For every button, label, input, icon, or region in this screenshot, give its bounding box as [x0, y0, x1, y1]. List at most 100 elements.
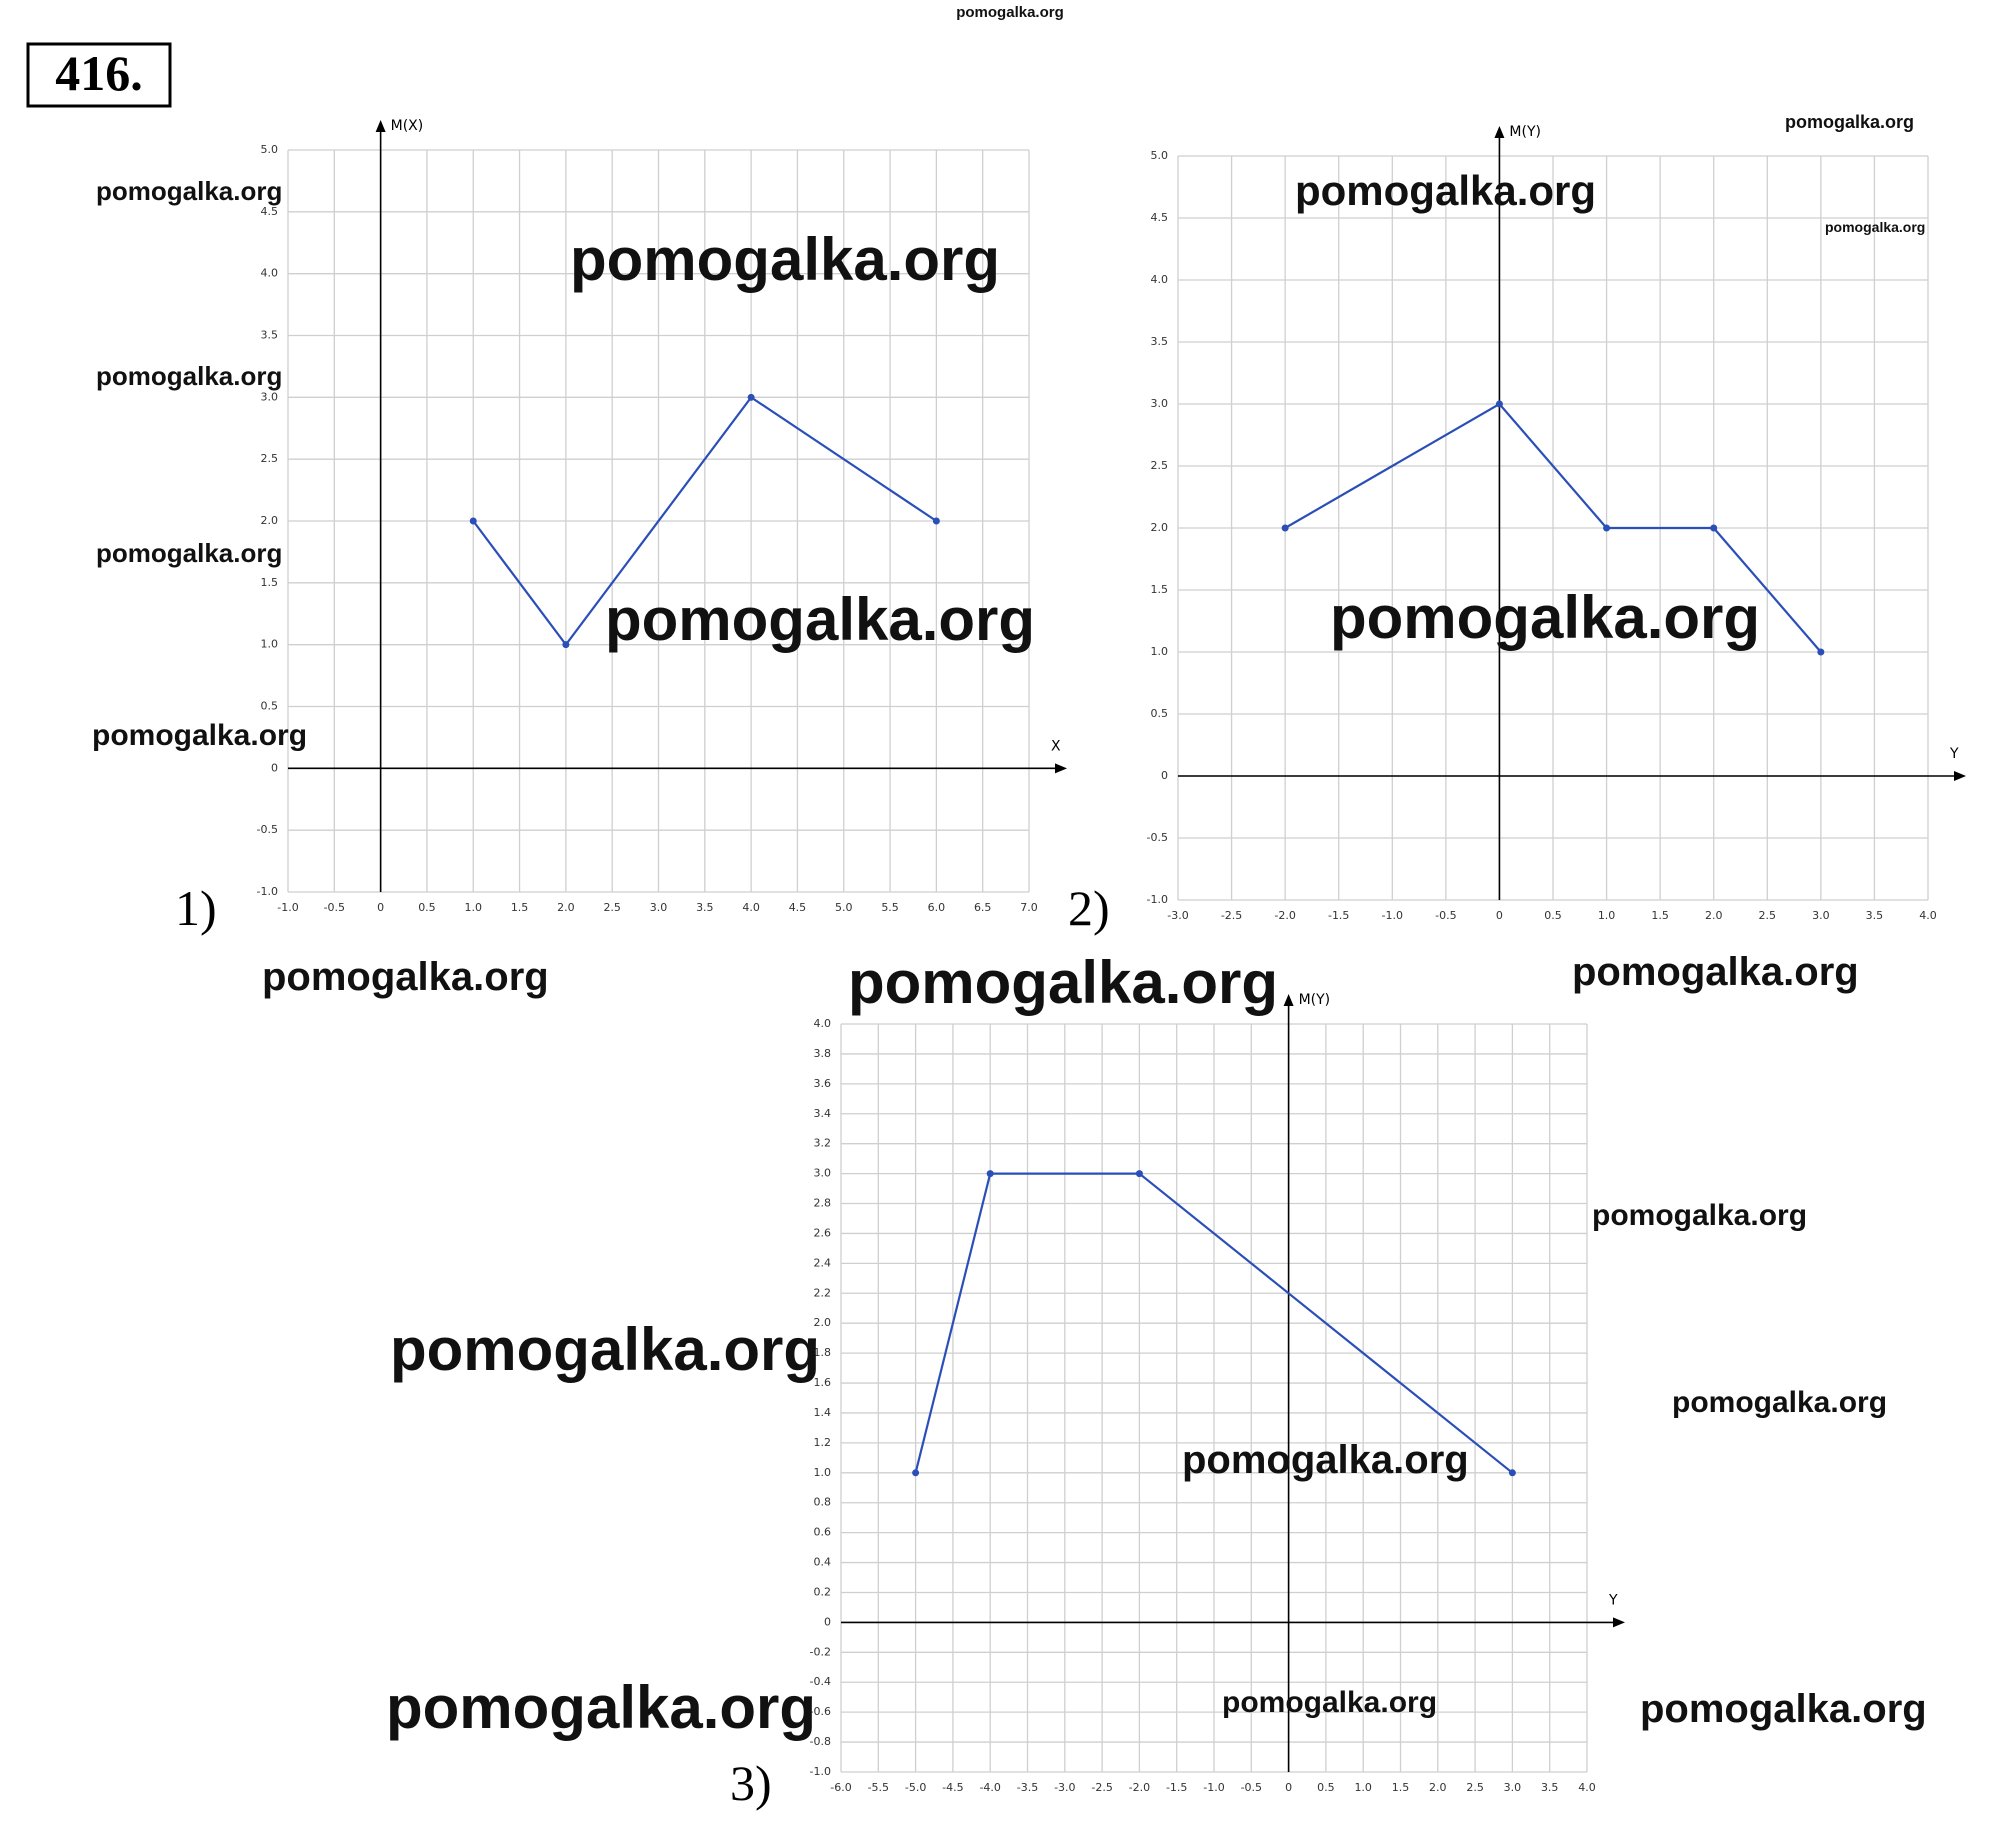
- watermark: pomogalka.org: [1785, 112, 1914, 132]
- chart: -1.0 -0.5 0 0.5 1.0 1.5 2.0 2.5 3.0 3.5 4.0 4.5 5.0 5…: [175, 118, 1067, 936]
- x-tick-label: 0.5: [1317, 1781, 1335, 1794]
- y-tick-label: 2.4: [814, 1256, 832, 1269]
- point: [912, 1469, 920, 1477]
- y-axis-label: M(X): [391, 118, 424, 134]
- y-tick-label: 3.0: [261, 390, 279, 403]
- y-tick-label: 0: [1161, 769, 1168, 782]
- x-tick-label: -3.5: [1017, 1781, 1038, 1794]
- x-tick-label: -1.0: [277, 901, 298, 914]
- watermark: pomogalka.org: [92, 719, 307, 752]
- x-tick-label: -1.5: [1166, 1781, 1187, 1794]
- x-tick-label: 2.0: [1705, 909, 1723, 922]
- x-tick-label: 5.0: [835, 901, 853, 914]
- watermark: pomogalka.org: [1182, 1438, 1469, 1482]
- watermarks: pomogalka.org pomogalka.org pomogalka.org p…: [92, 4, 1927, 1741]
- y-axis-label: M(Y): [1299, 992, 1331, 1008]
- y-tick-label: 3.2: [814, 1137, 832, 1150]
- y-tick-label: 1.0: [814, 1466, 832, 1479]
- x-tick-label: -2.0: [1129, 1781, 1150, 1794]
- y-tick-label: 0.4: [814, 1556, 832, 1569]
- y-tick-label: 0: [271, 761, 278, 774]
- x-tick-label: 1.0: [1598, 909, 1616, 922]
- y-tick-label: 2.0: [814, 1316, 832, 1329]
- watermark: pomogalka.org: [1825, 219, 1925, 235]
- chart-label: 1): [175, 880, 217, 936]
- watermark: pomogalka.org: [1592, 1199, 1807, 1232]
- y-tick-label: -0.5: [257, 823, 278, 836]
- watermark: pomogalka.org: [386, 1674, 816, 1741]
- x-tick-label: 3.0: [1812, 909, 1830, 922]
- y-tick-label: -0.4: [810, 1675, 831, 1688]
- watermark: pomogalka.org: [1640, 1687, 1927, 1731]
- x-tick-label: 1.0: [1354, 1781, 1372, 1794]
- x-tick-label: 2.0: [1429, 1781, 1447, 1794]
- x-arrow: [1954, 771, 1966, 781]
- x-tick-label: 3.5: [696, 901, 714, 914]
- y-tick-label: 0.5: [261, 700, 279, 713]
- chart-label: 3): [730, 1755, 772, 1811]
- y-tick-label: 1.2: [814, 1436, 832, 1449]
- y-tick-label: 1.0: [1151, 645, 1169, 658]
- watermark: pomogalka.org: [1222, 1686, 1437, 1719]
- point: [1135, 1170, 1143, 1178]
- watermark: pomogalka.org: [96, 361, 282, 391]
- y-arrow: [1283, 994, 1294, 1006]
- y-tick-label: 4.5: [1151, 211, 1169, 224]
- x-tick-label: -6.0: [830, 1781, 851, 1794]
- y-tick-label: 5.0: [261, 143, 279, 156]
- number-box: [26, 42, 172, 108]
- y-tick-label: 1.0: [261, 638, 279, 651]
- point: [1817, 648, 1825, 656]
- y-tick-label: 2.2: [814, 1286, 832, 1299]
- x-tick-label: 1.5: [1392, 1781, 1410, 1794]
- y-tick-label: -0.8: [810, 1735, 831, 1748]
- x-tick-label: 0: [1285, 1781, 1292, 1794]
- y-tick-label: 1.5: [1151, 583, 1169, 596]
- x-tick-label: -4.0: [979, 1781, 1000, 1794]
- x-tick-label: 1.5: [511, 901, 529, 914]
- point: [1495, 400, 1503, 408]
- x-tick-label: 3.0: [650, 901, 668, 914]
- x-tick-label: 0: [377, 901, 384, 914]
- y-tick-label: 3.5: [261, 329, 279, 342]
- x-tick-label: -4.5: [942, 1781, 963, 1794]
- y-tick-label: -0.2: [810, 1645, 831, 1658]
- y-tick-label: 2.5: [1151, 459, 1169, 472]
- point: [469, 517, 477, 525]
- watermark: pomogalka.org: [848, 949, 1278, 1016]
- y-tick-label: 0.5: [1151, 707, 1169, 720]
- y-tick-label: 0.8: [814, 1496, 832, 1509]
- x-tick-label: -3.0: [1054, 1781, 1075, 1794]
- y-tick-label: -1.0: [1147, 893, 1168, 906]
- y-tick-label: -0.6: [810, 1705, 831, 1718]
- watermark: pomogalka.org: [1572, 950, 1859, 994]
- x-tick-label: 3.5: [1541, 1781, 1559, 1794]
- watermark: pomogalka.org: [605, 586, 1035, 653]
- x-tick-label: 3.0: [1504, 1781, 1522, 1794]
- y-tick-label: 1.8: [814, 1346, 832, 1359]
- watermark: pomogalka.org: [96, 176, 282, 206]
- x-tick-label: 0.5: [1544, 909, 1562, 922]
- y-tick-label: 2.0: [261, 514, 279, 527]
- point: [1281, 524, 1289, 532]
- x-tick-label: 5.5: [881, 901, 899, 914]
- watermark: pomogalka.org: [96, 538, 282, 568]
- y-tick-label: 2.0: [1151, 521, 1169, 534]
- y-tick-label: 2.6: [814, 1226, 832, 1239]
- watermark: pomogalka.org: [1295, 167, 1596, 214]
- x-tick-label: -2.5: [1221, 909, 1242, 922]
- x-tick-label: 0.5: [418, 901, 436, 914]
- x-tick-label: 0: [1496, 909, 1503, 922]
- y-tick-label: 0.2: [814, 1585, 832, 1598]
- y-tick-label: -0.5: [1147, 831, 1168, 844]
- point: [747, 393, 755, 401]
- y-tick-label: 2.5: [261, 452, 279, 465]
- x-tick-label: -0.5: [1435, 909, 1456, 922]
- x-tick-label: -2.0: [1274, 909, 1295, 922]
- watermark: pomogalka.org: [262, 955, 549, 999]
- y-tick-label: 3.8: [814, 1047, 832, 1060]
- x-tick-label: 3.5: [1866, 909, 1884, 922]
- x-tick-label: 6.0: [928, 901, 946, 914]
- x-tick-label: -0.5: [324, 901, 345, 914]
